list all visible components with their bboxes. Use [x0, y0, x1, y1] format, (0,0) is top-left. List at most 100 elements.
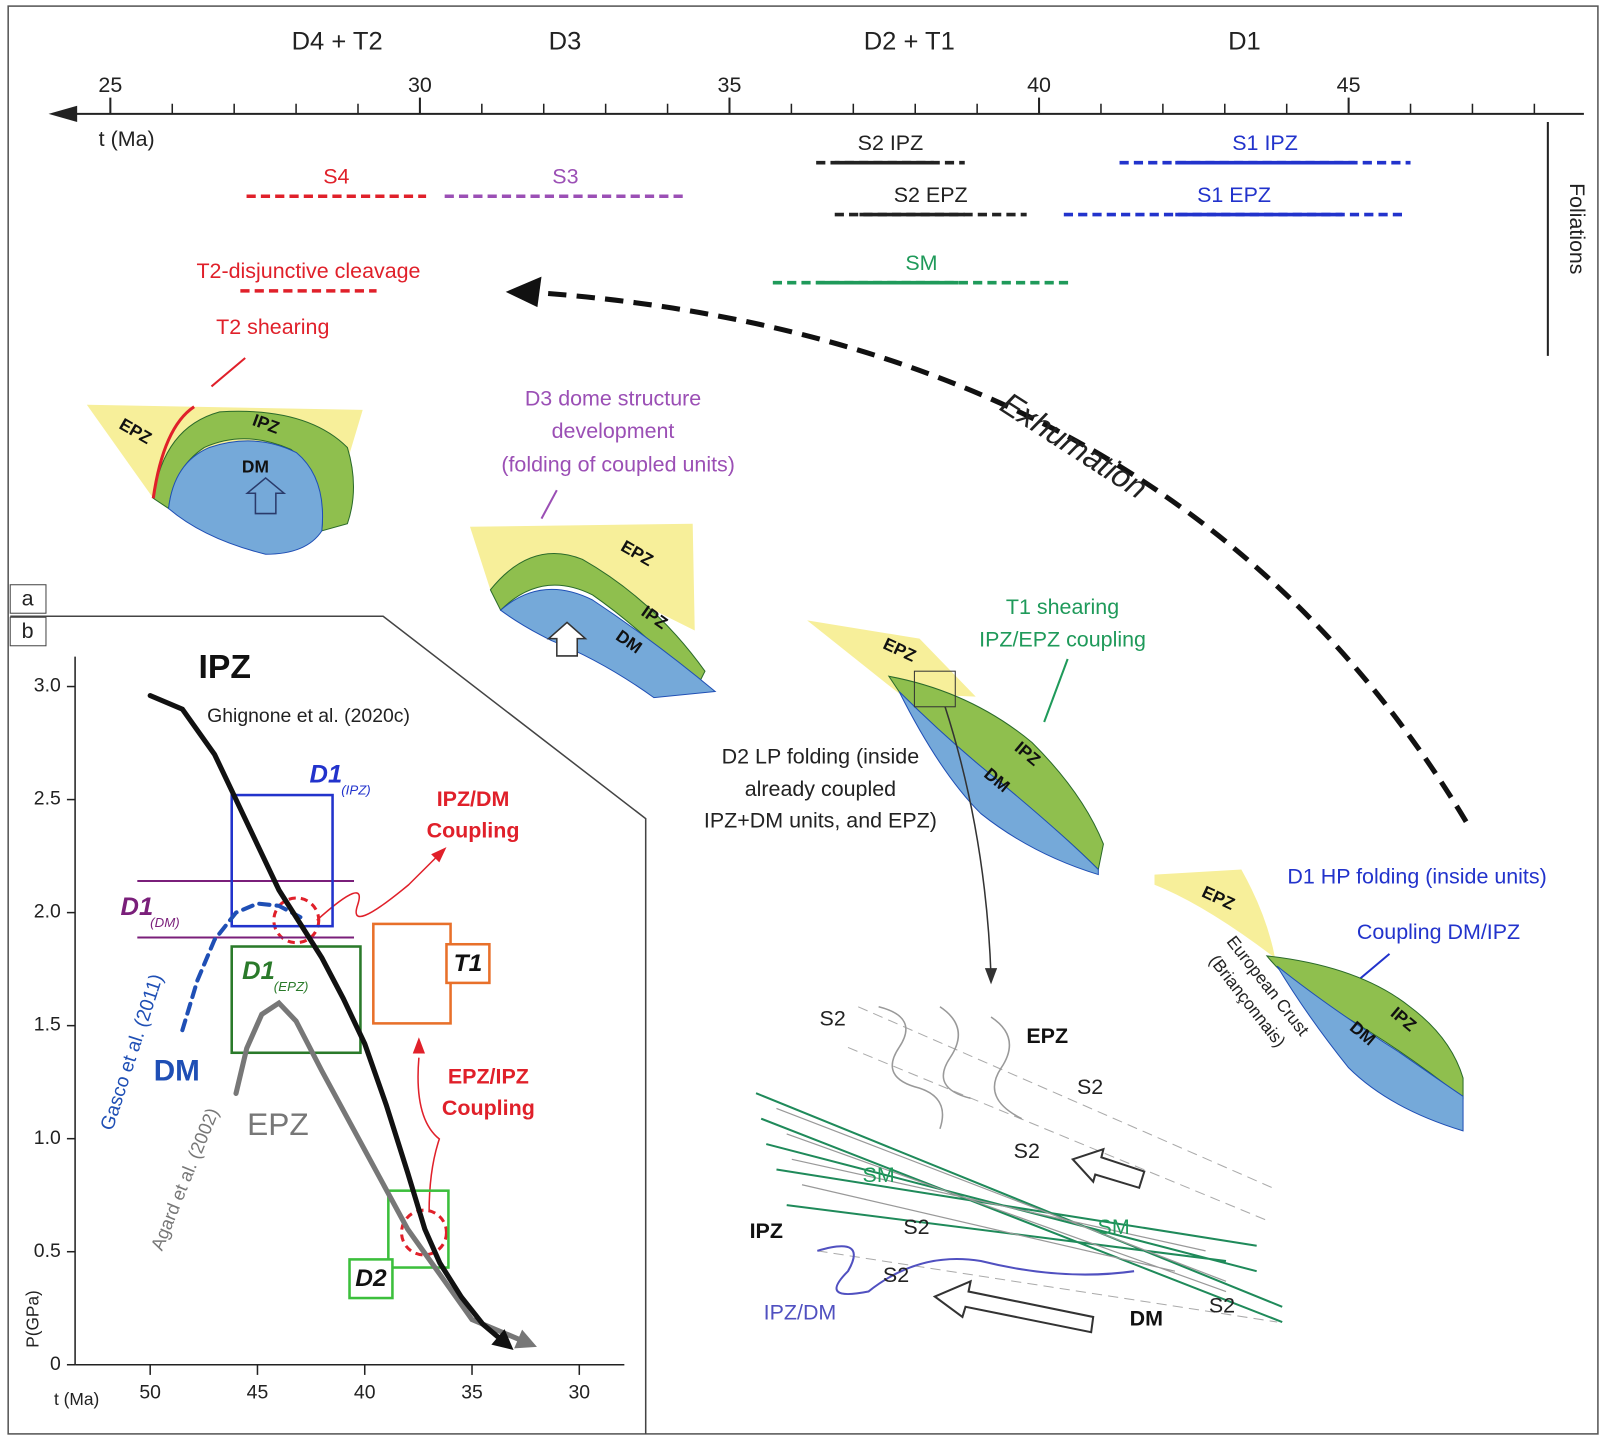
fold-lines: [776, 1108, 1226, 1291]
epz-unit: [807, 620, 976, 696]
y-tick-label: 2.5: [34, 788, 61, 810]
foliation-label: SM: [905, 251, 937, 275]
curve-source: Agard et al. (2002): [146, 1105, 223, 1253]
box-label-sub: (DM): [150, 915, 180, 930]
y-tick-label: 2.0: [34, 901, 61, 923]
detail-label: S2: [1209, 1293, 1235, 1317]
detail-label: S2: [883, 1263, 909, 1287]
detail-label: S2: [903, 1215, 929, 1239]
annotation: (folding of coupled units): [501, 452, 735, 476]
box-label: D2: [355, 1265, 387, 1292]
epz-unit: [1155, 869, 1276, 957]
axis-label: P(GPa): [22, 1290, 42, 1348]
foliation-label: S4: [323, 165, 349, 189]
axis-label: t (Ma): [99, 127, 155, 151]
detail-label: IPZ: [750, 1219, 783, 1243]
foliation-label: Foliations: [1565, 183, 1589, 274]
unit-label: DM: [242, 456, 269, 476]
annotation: D1 HP folding (inside units): [1287, 864, 1546, 888]
detail-label: S2: [1014, 1139, 1040, 1163]
detail-label: S2: [1077, 1075, 1103, 1099]
curve-label: DM: [154, 1055, 200, 1088]
foliation-label: S1 IPZ: [1232, 131, 1298, 155]
panel-label: a: [22, 587, 34, 611]
box-label: T1: [454, 950, 483, 977]
x-tick-label: 45: [247, 1381, 269, 1403]
foliation-label: S3: [552, 165, 578, 189]
coupling-label: Coupling: [442, 1096, 535, 1120]
coupling-label: EPZ/IPZ: [448, 1065, 529, 1089]
detail-label: DM: [1130, 1307, 1163, 1331]
ipz-dm-contact: [817, 1246, 1134, 1294]
detail-sketch: S2 EPZ S2 S2 SM SM IPZ S2 S2 DM S2 IPZ/D…: [750, 1007, 1283, 1333]
annotation: IPZ/EPZ coupling: [979, 627, 1146, 651]
coupling-label: Coupling: [427, 819, 520, 843]
annotation: D2 LP folding (inside: [722, 744, 919, 768]
detail-label: SM: [863, 1163, 895, 1187]
annotation: D3 dome structure: [525, 386, 701, 410]
panel-border: [10, 616, 645, 1434]
foliation-lines: [756, 1093, 1282, 1322]
shear-arrow: [935, 1281, 1093, 1332]
axis-label: t (Ma): [54, 1389, 99, 1409]
phase-label: D2 + T1: [864, 27, 955, 55]
arrow-head: [985, 968, 997, 984]
phase-label: D3: [549, 27, 582, 55]
tick-label: 25: [98, 73, 122, 97]
annotation: Coupling DM/IPZ: [1357, 920, 1520, 944]
arrow-head: [413, 1037, 425, 1053]
annotation: already coupled: [745, 777, 896, 801]
arrow-head: [506, 277, 542, 308]
exhumation-label: Exhumation: [994, 385, 1154, 506]
box-label: D1: [310, 761, 343, 789]
y-tick-label: 1.0: [34, 1127, 61, 1149]
tick-label: 30: [408, 73, 432, 97]
annotation: T1 shearing: [1006, 595, 1119, 619]
panel-label: b: [22, 619, 34, 643]
tick-label: 40: [1027, 73, 1051, 97]
figure: a b Foliations Exhumation T2 shearing D3…: [0, 0, 1602, 1440]
curve-source: Ghignone et al. (2020c): [207, 705, 410, 727]
detail-label: S2: [820, 1007, 846, 1031]
curve-label: EPZ: [247, 1106, 309, 1142]
arrow-head: [49, 106, 78, 122]
foliation-label: S2 IPZ: [858, 131, 924, 155]
y-tick-label: 1.5: [34, 1014, 61, 1036]
y-tick-label: 3.0: [34, 675, 61, 697]
coupling-pointer: [317, 854, 440, 920]
curve-source: Gasco et al. (2011): [96, 971, 168, 1133]
foliation-label: S1 EPZ: [1197, 183, 1271, 207]
annotation: development: [552, 419, 675, 443]
detail-label: EPZ: [1026, 1024, 1068, 1048]
foliation-label: T2-disjunctive cleavage: [196, 259, 420, 283]
tick-label: 35: [718, 73, 742, 97]
foliation-label: S2 EPZ: [894, 183, 968, 207]
cartoon: EPZ IPZ DM: [87, 405, 363, 554]
detail-label: SM: [1098, 1215, 1130, 1239]
pointer: [211, 358, 245, 386]
x-tick-label: 30: [568, 1381, 590, 1403]
pointer: [1357, 954, 1390, 981]
pointer: [541, 490, 556, 518]
pt-box: [373, 924, 450, 1023]
cartoon: EPZ IPZ DM: [1155, 869, 1464, 1130]
chart-title: IPZ: [199, 649, 251, 686]
detail-label: IPZ/DM: [764, 1301, 837, 1325]
annotation: T2 shearing: [216, 315, 329, 339]
cartoon: EPZ IPZ DM: [807, 620, 1103, 984]
phase-label: D1: [1228, 27, 1261, 55]
coupling-label: IPZ/DM: [437, 787, 510, 811]
annotation: IPZ+DM units, and EPZ): [704, 808, 937, 832]
box-label-sub: (IPZ): [341, 783, 371, 798]
tick-label: 45: [1337, 73, 1361, 97]
x-tick-label: 40: [354, 1381, 376, 1403]
pointer: [1044, 659, 1067, 722]
x-tick-label: 50: [139, 1381, 161, 1403]
box-label: D1: [242, 957, 275, 985]
phase-label: D4 + T2: [292, 27, 383, 55]
cartoon: EPZ IPZ DM: [470, 524, 715, 698]
box-label: D1: [121, 893, 154, 921]
y-tick-label: 0.5: [34, 1240, 61, 1262]
x-tick-label: 35: [461, 1381, 483, 1403]
y-tick-label: 0: [50, 1353, 61, 1375]
